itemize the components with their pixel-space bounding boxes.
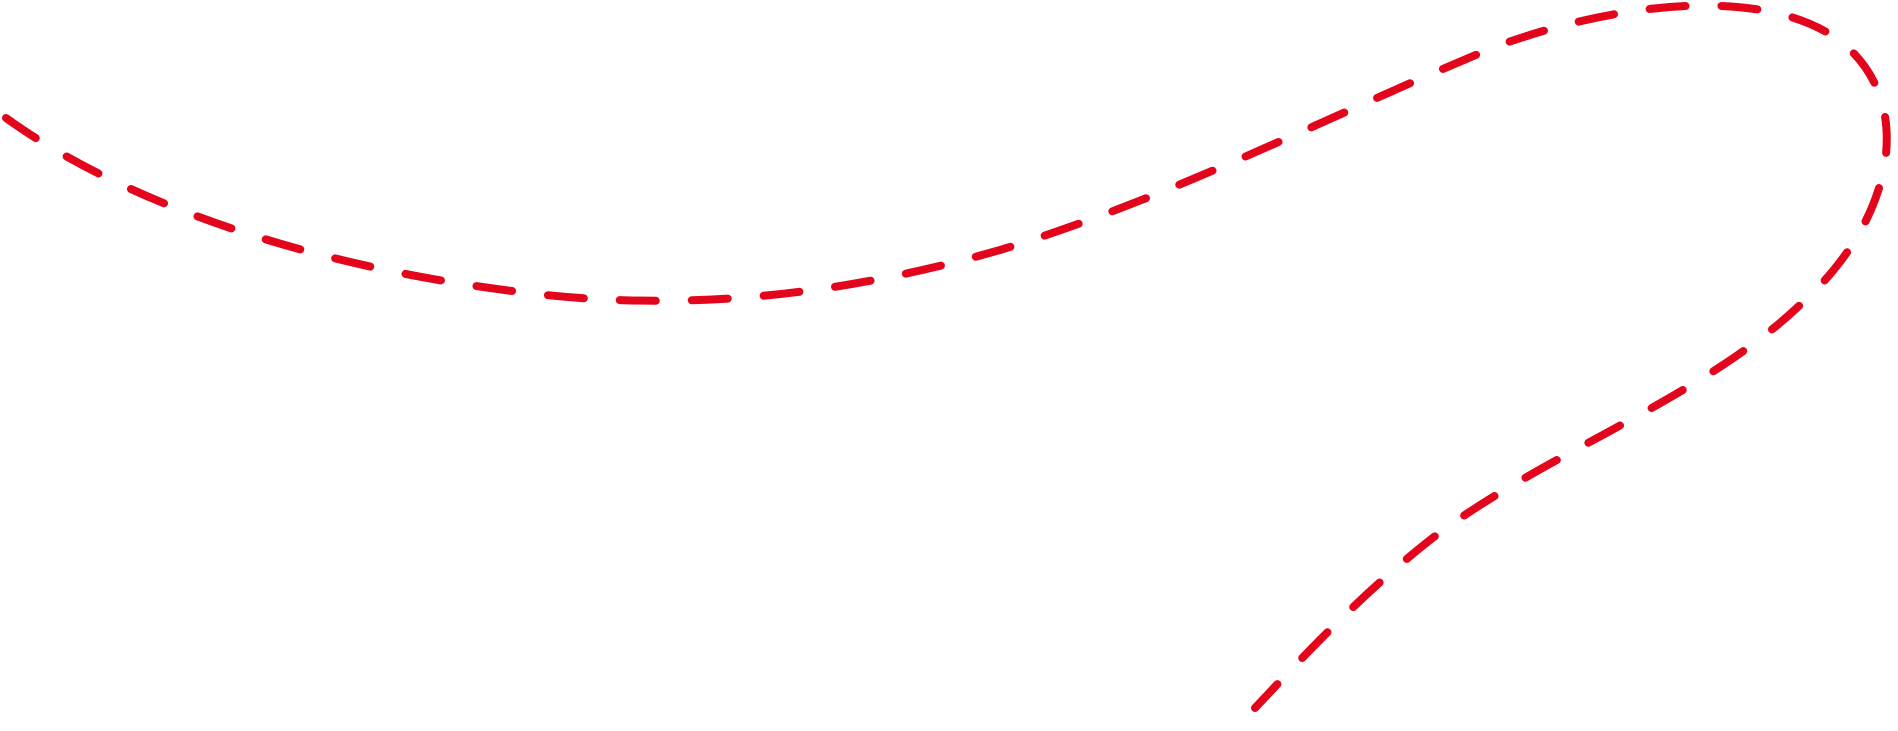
dashed-route-path (2, 1, 1891, 712)
